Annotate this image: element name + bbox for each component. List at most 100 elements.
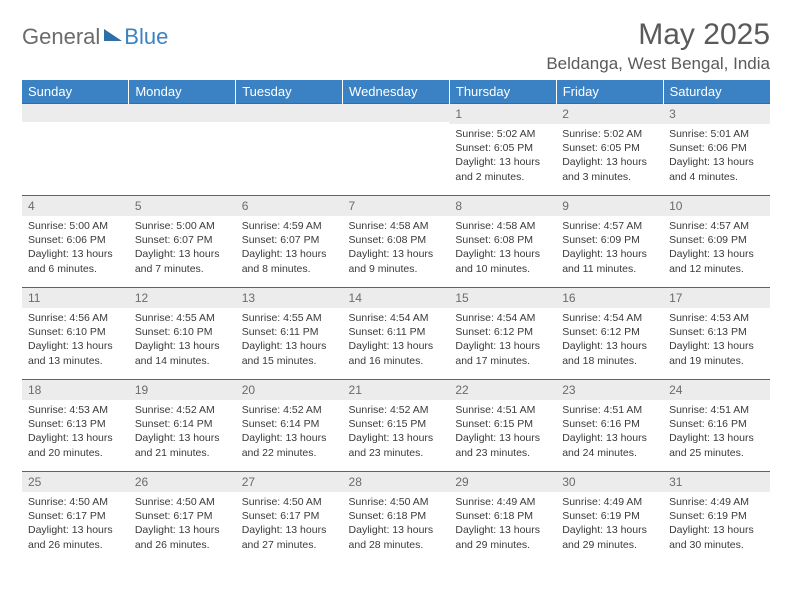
- sunset: Sunset: 6:13 PM: [28, 417, 123, 431]
- sunrise: Sunrise: 4:49 AM: [455, 495, 550, 509]
- triangle-icon: [104, 29, 122, 41]
- day-data: Sunrise: 5:02 AMSunset: 6:05 PMDaylight:…: [449, 124, 556, 188]
- sunrise: Sunrise: 4:54 AM: [349, 311, 444, 325]
- sunrise: Sunrise: 4:50 AM: [28, 495, 123, 509]
- calendar-row: 4Sunrise: 5:00 AMSunset: 6:06 PMDaylight…: [22, 196, 770, 288]
- day-data: Sunrise: 4:54 AMSunset: 6:12 PMDaylight:…: [449, 308, 556, 372]
- calendar-cell: 4Sunrise: 5:00 AMSunset: 6:06 PMDaylight…: [22, 196, 129, 288]
- daylight: Daylight: 13 hours and 16 minutes.: [349, 339, 444, 367]
- sunset: Sunset: 6:19 PM: [669, 509, 764, 523]
- day-number: 20: [236, 380, 343, 400]
- daylight: Daylight: 13 hours and 23 minutes.: [349, 431, 444, 459]
- day-data: Sunrise: 5:00 AMSunset: 6:06 PMDaylight:…: [22, 216, 129, 280]
- day-number: 15: [449, 288, 556, 308]
- day-number: 28: [343, 472, 450, 492]
- calendar-cell: 22Sunrise: 4:51 AMSunset: 6:15 PMDayligh…: [449, 380, 556, 472]
- calendar-cell: 25Sunrise: 4:50 AMSunset: 6:17 PMDayligh…: [22, 472, 129, 564]
- day-data: Sunrise: 4:57 AMSunset: 6:09 PMDaylight:…: [663, 216, 770, 280]
- sunrise: Sunrise: 5:02 AM: [562, 127, 657, 141]
- day-data: Sunrise: 4:50 AMSunset: 6:18 PMDaylight:…: [343, 492, 450, 556]
- sunrise: Sunrise: 4:52 AM: [135, 403, 230, 417]
- day-data: Sunrise: 4:52 AMSunset: 6:14 PMDaylight:…: [236, 400, 343, 464]
- day-data: Sunrise: 4:58 AMSunset: 6:08 PMDaylight:…: [449, 216, 556, 280]
- sunrise: Sunrise: 4:58 AM: [455, 219, 550, 233]
- calendar-cell: 2Sunrise: 5:02 AMSunset: 6:05 PMDaylight…: [556, 104, 663, 196]
- sunset: Sunset: 6:18 PM: [455, 509, 550, 523]
- calendar-cell: 6Sunrise: 4:59 AMSunset: 6:07 PMDaylight…: [236, 196, 343, 288]
- daylight: Daylight: 13 hours and 26 minutes.: [135, 523, 230, 551]
- weekday-row: Sunday Monday Tuesday Wednesday Thursday…: [22, 80, 770, 104]
- day-data: Sunrise: 5:02 AMSunset: 6:05 PMDaylight:…: [556, 124, 663, 188]
- sunrise: Sunrise: 4:50 AM: [349, 495, 444, 509]
- day-data: Sunrise: 4:58 AMSunset: 6:08 PMDaylight:…: [343, 216, 450, 280]
- sunrise: Sunrise: 4:52 AM: [242, 403, 337, 417]
- daylight: Daylight: 13 hours and 26 minutes.: [28, 523, 123, 551]
- sunrise: Sunrise: 4:53 AM: [669, 311, 764, 325]
- day-number: 22: [449, 380, 556, 400]
- calendar-cell: 10Sunrise: 4:57 AMSunset: 6:09 PMDayligh…: [663, 196, 770, 288]
- daylight: Daylight: 13 hours and 7 minutes.: [135, 247, 230, 275]
- sunset: Sunset: 6:15 PM: [349, 417, 444, 431]
- sunset: Sunset: 6:06 PM: [28, 233, 123, 247]
- sunrise: Sunrise: 4:51 AM: [455, 403, 550, 417]
- day-number: 23: [556, 380, 663, 400]
- sunrise: Sunrise: 4:59 AM: [242, 219, 337, 233]
- day-data: Sunrise: 4:50 AMSunset: 6:17 PMDaylight:…: [22, 492, 129, 556]
- daylight: Daylight: 13 hours and 10 minutes.: [455, 247, 550, 275]
- logo-blue: Blue: [124, 24, 168, 50]
- sunset: Sunset: 6:07 PM: [242, 233, 337, 247]
- daylight: Daylight: 13 hours and 18 minutes.: [562, 339, 657, 367]
- sunrise: Sunrise: 5:00 AM: [28, 219, 123, 233]
- calendar-cell: 20Sunrise: 4:52 AMSunset: 6:14 PMDayligh…: [236, 380, 343, 472]
- calendar-cell: 11Sunrise: 4:56 AMSunset: 6:10 PMDayligh…: [22, 288, 129, 380]
- daylight: Daylight: 13 hours and 24 minutes.: [562, 431, 657, 459]
- sunset: Sunset: 6:17 PM: [135, 509, 230, 523]
- daylight: Daylight: 13 hours and 2 minutes.: [455, 155, 550, 183]
- day-data: Sunrise: 4:50 AMSunset: 6:17 PMDaylight:…: [129, 492, 236, 556]
- day-number: [129, 104, 236, 122]
- day-number: [236, 104, 343, 122]
- sunrise: Sunrise: 4:55 AM: [135, 311, 230, 325]
- daylight: Daylight: 13 hours and 28 minutes.: [349, 523, 444, 551]
- sunrise: Sunrise: 4:54 AM: [562, 311, 657, 325]
- day-data: Sunrise: 4:51 AMSunset: 6:16 PMDaylight:…: [663, 400, 770, 464]
- sunset: Sunset: 6:10 PM: [135, 325, 230, 339]
- sunrise: Sunrise: 5:01 AM: [669, 127, 764, 141]
- day-data: Sunrise: 4:49 AMSunset: 6:19 PMDaylight:…: [663, 492, 770, 556]
- sunset: Sunset: 6:14 PM: [242, 417, 337, 431]
- sunset: Sunset: 6:06 PM: [669, 141, 764, 155]
- header: General Blue May 2025 Beldanga, West Ben…: [22, 18, 770, 74]
- day-data: Sunrise: 4:52 AMSunset: 6:14 PMDaylight:…: [129, 400, 236, 464]
- day-number: 21: [343, 380, 450, 400]
- sunset: Sunset: 6:12 PM: [562, 325, 657, 339]
- calendar-cell: 12Sunrise: 4:55 AMSunset: 6:10 PMDayligh…: [129, 288, 236, 380]
- day-number: 3: [663, 104, 770, 124]
- day-number: 25: [22, 472, 129, 492]
- day-number: [343, 104, 450, 122]
- day-data: Sunrise: 4:54 AMSunset: 6:12 PMDaylight:…: [556, 308, 663, 372]
- daylight: Daylight: 13 hours and 8 minutes.: [242, 247, 337, 275]
- day-number: 19: [129, 380, 236, 400]
- sunset: Sunset: 6:10 PM: [28, 325, 123, 339]
- daylight: Daylight: 13 hours and 15 minutes.: [242, 339, 337, 367]
- sunset: Sunset: 6:16 PM: [562, 417, 657, 431]
- day-number: 14: [343, 288, 450, 308]
- day-data: Sunrise: 4:57 AMSunset: 6:09 PMDaylight:…: [556, 216, 663, 280]
- day-data: Sunrise: 4:53 AMSunset: 6:13 PMDaylight:…: [663, 308, 770, 372]
- sunset: Sunset: 6:19 PM: [562, 509, 657, 523]
- daylight: Daylight: 13 hours and 29 minutes.: [455, 523, 550, 551]
- calendar-cell: 17Sunrise: 4:53 AMSunset: 6:13 PMDayligh…: [663, 288, 770, 380]
- calendar-cell: 31Sunrise: 4:49 AMSunset: 6:19 PMDayligh…: [663, 472, 770, 564]
- day-number: 2: [556, 104, 663, 124]
- sunset: Sunset: 6:17 PM: [28, 509, 123, 523]
- sunset: Sunset: 6:11 PM: [242, 325, 337, 339]
- daylight: Daylight: 13 hours and 12 minutes.: [669, 247, 764, 275]
- month-title: May 2025: [546, 18, 770, 52]
- sunrise: Sunrise: 4:57 AM: [562, 219, 657, 233]
- calendar-cell: 26Sunrise: 4:50 AMSunset: 6:17 PMDayligh…: [129, 472, 236, 564]
- calendar-cell: [343, 104, 450, 196]
- sunrise: Sunrise: 4:50 AM: [135, 495, 230, 509]
- calendar-cell: 18Sunrise: 4:53 AMSunset: 6:13 PMDayligh…: [22, 380, 129, 472]
- day-number: 26: [129, 472, 236, 492]
- logo-general: General: [22, 24, 100, 50]
